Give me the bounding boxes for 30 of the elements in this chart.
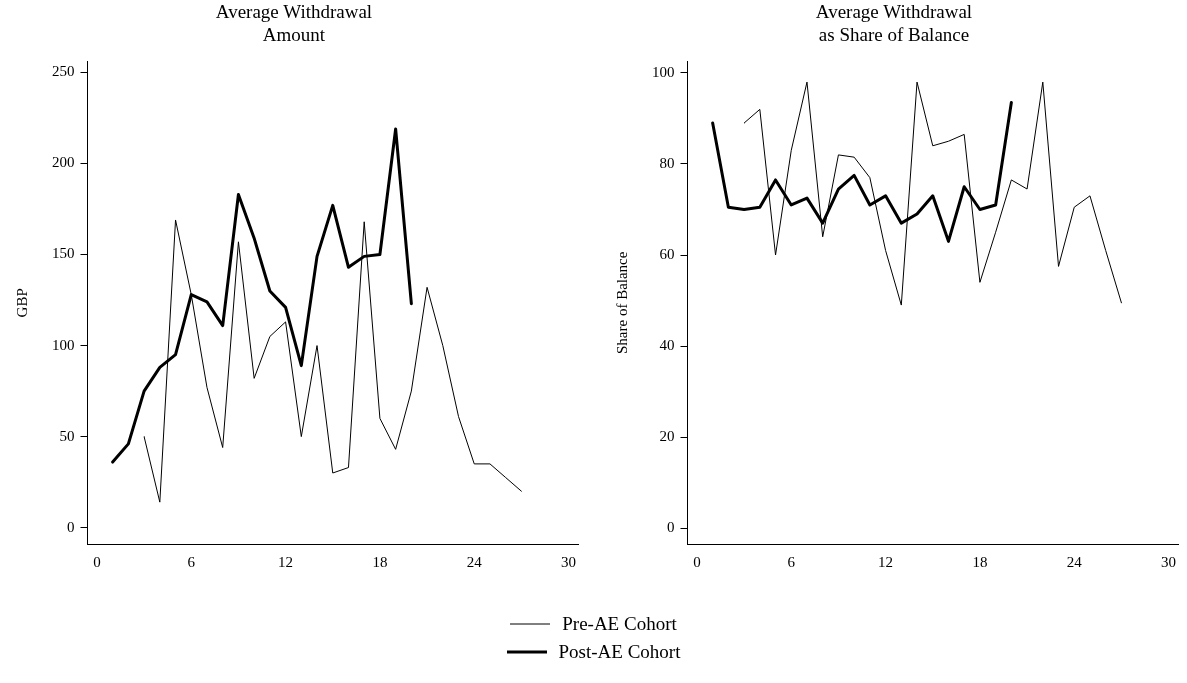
y-tick-label: 150 xyxy=(52,245,75,262)
legend-label: Pre-AE Cohort xyxy=(562,613,677,635)
legend-label: Post-AE Cohort xyxy=(558,641,681,663)
x-tick-label: 24 xyxy=(466,553,483,570)
y-axis-title: GBP xyxy=(13,288,30,318)
y-tick-label: 250 xyxy=(52,63,75,80)
x-tick-label: 12 xyxy=(878,553,894,570)
y-tick-label: 0 xyxy=(67,518,75,535)
x-tick-label: 24 xyxy=(1066,553,1083,570)
y-axis-title: Share of Balance xyxy=(613,251,630,355)
x-tick-label: 30 xyxy=(1161,553,1177,570)
chart-title: Average Withdrawal as Share of Balance xyxy=(815,1,973,46)
x-tick-label: 0 xyxy=(693,553,701,570)
x-tick-label: 18 xyxy=(372,553,388,570)
x-tick-label: 6 xyxy=(187,553,196,570)
x-tick-label: 0 xyxy=(93,553,101,570)
chart-title: Average Withdrawal Amount xyxy=(215,1,373,46)
y-tick-label: 20 xyxy=(659,427,675,444)
y-tick-label: 0 xyxy=(667,519,675,536)
x-tick-label: 18 xyxy=(972,553,988,570)
x-tick-label: 6 xyxy=(787,553,796,570)
y-tick-label: 80 xyxy=(659,154,675,171)
y-tick-label: 100 xyxy=(652,63,675,80)
x-tick-label: 12 xyxy=(278,553,294,570)
x-tick-label: 30 xyxy=(561,553,577,570)
y-tick-label: 200 xyxy=(52,154,75,171)
y-tick-label: 60 xyxy=(659,245,675,262)
y-tick-label: 40 xyxy=(659,336,675,353)
y-tick-label: 100 xyxy=(52,336,75,353)
y-tick-label: 50 xyxy=(59,427,75,444)
